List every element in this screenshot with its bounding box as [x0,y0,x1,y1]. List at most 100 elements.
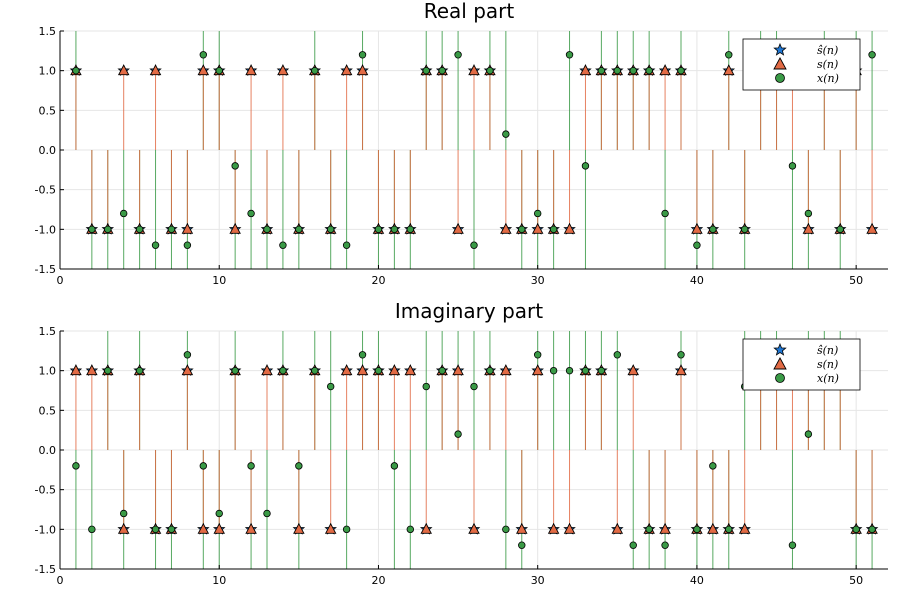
s-triangle-marker [245,522,257,534]
y-tick-label: -1.5 [35,263,56,276]
x-circle-marker [247,209,255,218]
x-circle-marker [342,525,351,534]
x-circle-marker [502,525,510,534]
s-triangle-marker [213,522,225,534]
x-tick-label: 20 [371,574,385,587]
x-tick-label: 30 [531,574,545,587]
legend-box [742,338,861,391]
x-circle-marker [454,430,462,438]
s-triangle-marker [277,64,289,76]
y-tick-label: -0.5 [35,184,56,197]
x-circle-marker [549,225,558,234]
x-circle-marker [581,162,590,170]
x-circle-marker [518,541,526,549]
s-triangle-marker [611,522,624,534]
s-triangle-marker [404,364,417,376]
s-triangle-marker [197,64,210,76]
x-circle-marker [454,51,462,59]
legend-box [742,38,861,91]
x-circle-marker [661,209,669,218]
s-triangle-marker [181,364,194,376]
x-circle-marker [295,462,303,470]
x-circle-marker [390,462,399,470]
x-circle-marker [709,225,717,234]
s-triangle-marker [531,364,544,376]
x-circle-marker [725,525,733,534]
legend-label: x(n) [817,72,839,85]
x-circle-marker [247,462,255,470]
x-circle-marker [311,66,319,75]
s-triangle-marker [356,64,369,76]
x-circle-marker [836,225,844,234]
s-triangle-marker [229,222,241,234]
x-circle-marker [88,225,96,234]
s-triangle-marker [197,522,210,534]
s-triangle-marker [420,522,432,534]
x-circle-marker [565,51,574,59]
legend-star-icon [773,342,787,356]
x-tick-label: 50 [849,574,863,587]
x-circle-marker [422,382,430,391]
x-circle-marker [804,430,813,438]
x-circle-marker [88,525,96,534]
s-triangle-marker [340,64,353,76]
y-tick-label: -1.0 [35,223,56,236]
x-circle-marker [263,225,271,234]
y-tick-label: 0.0 [39,444,57,457]
x-circle-marker [740,225,749,234]
x-circle-marker [677,66,685,75]
x-circle-marker [326,382,335,391]
x-circle-marker [868,51,876,59]
x-circle-marker [406,225,415,234]
x-circle-marker [852,525,860,534]
x-circle-marker [486,366,494,375]
s-triangle-marker [340,364,353,376]
s-triangle-marker [691,222,703,234]
s-triangle-marker [723,64,735,76]
s-triangle-marker [356,364,369,376]
s-triangle-marker [563,222,576,234]
x-circle-marker [661,541,669,549]
legend-label: x(n) [817,372,839,385]
x-circle-marker [709,462,717,470]
y-tick-label: 1.5 [39,325,57,338]
s-triangle-marker [293,522,305,534]
s-triangle-marker [468,64,480,76]
x-circle-marker [502,130,510,138]
x-circle-marker [104,225,112,234]
y-tick-label: 1.5 [39,25,57,38]
x-circle-marker [486,66,494,75]
x-circle-marker [326,225,335,234]
y-tick-label: 1.0 [39,65,57,78]
x-circle-marker [263,509,271,518]
y-tick-label: 0.5 [39,104,57,117]
x-tick-label: 20 [371,274,385,287]
s-triangle-marker [452,364,464,376]
x-circle-marker [422,66,430,75]
x-circle-marker [342,241,351,249]
s-triangle-marker [245,64,257,76]
x-circle-marker [72,462,80,470]
x-circle-marker [374,225,383,234]
x-circle-marker [119,209,128,218]
legend-triangle-icon [773,357,787,370]
x-tick-label: 40 [690,274,704,287]
s-triangle-marker [627,364,639,376]
x-circle-marker [358,351,367,359]
x-circle-marker [549,366,558,375]
x-circle-marker [518,225,526,234]
s-triangle-marker [516,522,528,534]
s-triangle-marker [117,522,130,534]
real-part-panel: Real part 0 10 20 30 40 50 -1.5 -1.0 -0.5 0.0 0.5 1… [35,0,888,287]
s-triangle-marker [261,364,273,376]
x-circle-marker [311,366,319,375]
x-tick-label: 0 [57,274,64,287]
x-circle-marker [390,225,399,234]
x-circle-marker [868,525,876,534]
legend-label: ŝ(n) [817,44,838,57]
x-circle-marker [104,366,112,375]
x-circle-marker [215,66,223,75]
x-circle-marker [215,509,223,518]
x-circle-marker [72,66,80,75]
s-triangle-marker [531,222,544,234]
